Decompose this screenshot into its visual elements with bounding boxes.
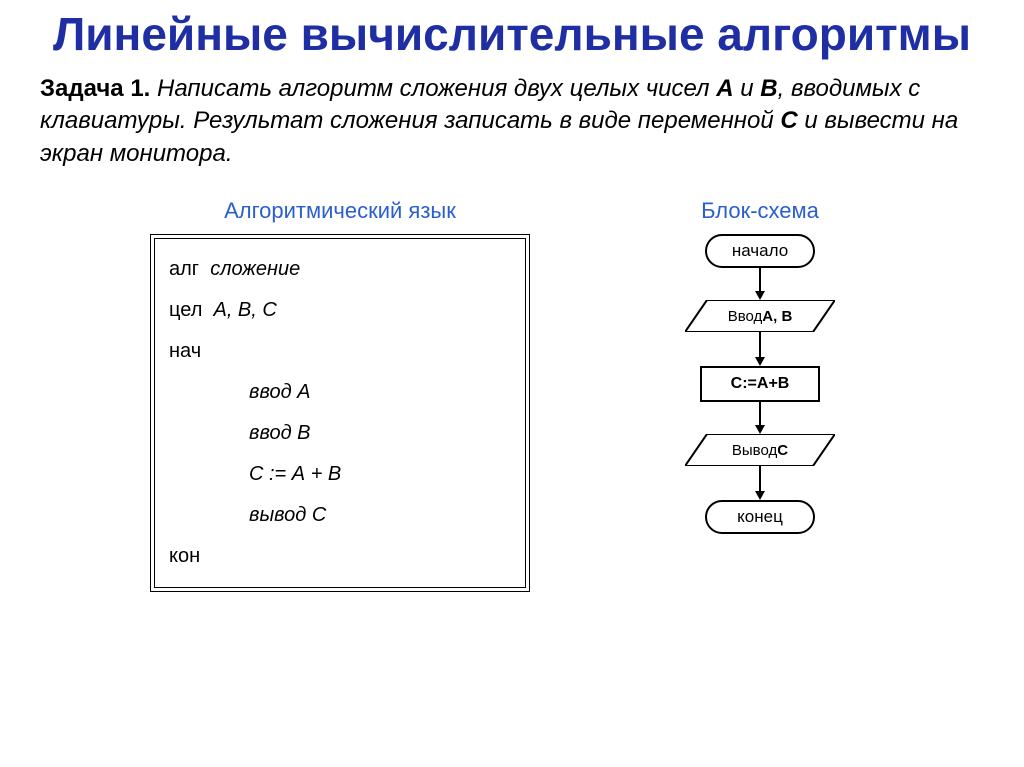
code-line: кон <box>169 536 511 577</box>
flow-arrow <box>753 268 767 300</box>
algorithm-code-box: алг сложениецел А, В, Сначввод Аввод ВС … <box>150 234 530 592</box>
code-line: цел А, В, С <box>169 290 511 331</box>
code-line: нач <box>169 331 511 372</box>
task-label: Задача 1. <box>40 75 150 102</box>
flow-node-input: Ввод А, В <box>685 300 835 332</box>
content-columns: Алгоритмический язык алг сложениецел А, … <box>0 170 1024 634</box>
code-line: алг сложение <box>169 249 511 290</box>
flowchart-canvas: начало Ввод А, В С:=А+В Вывод С конец <box>630 234 890 634</box>
code-line: ввод А <box>169 372 511 413</box>
algorithm-language-column: Алгоритмический язык алг сложениецел А, … <box>150 198 530 634</box>
page-title: Линейные вычислительные алгоритмы <box>0 0 1024 61</box>
task-var-c: С <box>780 107 797 134</box>
task-var-a: А <box>716 75 733 102</box>
flowchart-heading: Блок-схема <box>630 198 890 224</box>
flow-arrow <box>753 332 767 366</box>
flow-node-process: С:=А+В <box>700 366 820 402</box>
algorithm-language-heading: Алгоритмический язык <box>150 198 530 224</box>
flow-node-end: конец <box>705 500 815 534</box>
task-description: Задача 1. Написать алгоритм сложения дву… <box>0 61 1024 170</box>
code-line: вывод С <box>169 495 511 536</box>
flow-node-start: начало <box>705 234 815 268</box>
code-line: ввод В <box>169 413 511 454</box>
flow-node-output: Вывод С <box>685 434 835 466</box>
flowchart-column: Блок-схема начало Ввод А, В С:=А+В Вывод С к… <box>590 198 984 634</box>
task-var-b: В <box>760 75 777 102</box>
task-body-1: Написать алгоритм сложения двух целых чи… <box>150 75 716 102</box>
code-line: С := А + В <box>169 454 511 495</box>
flow-arrow <box>753 466 767 500</box>
flow-arrow <box>753 402 767 434</box>
task-and: и <box>734 75 761 102</box>
